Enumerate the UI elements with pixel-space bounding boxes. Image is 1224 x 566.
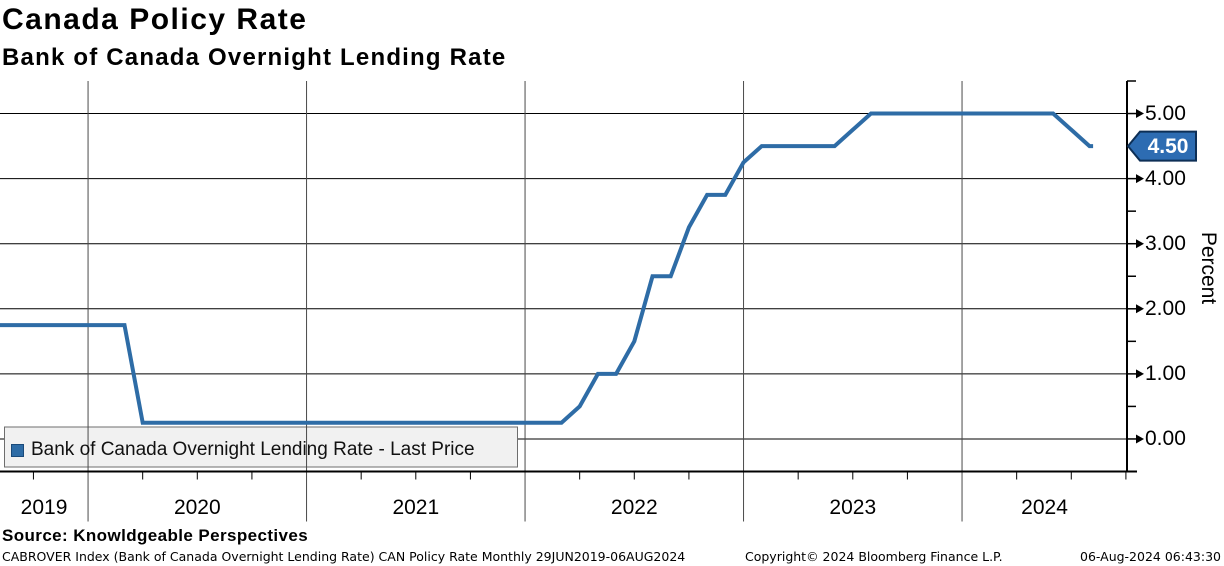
- y-tick-arrow-icon: [1136, 434, 1144, 444]
- legend-label: Bank of Canada Overnight Lending Rate - …: [31, 439, 475, 460]
- legend-box: [4, 426, 518, 468]
- x-year-label: 2022: [610, 496, 658, 519]
- y-tick-label: 4.00: [1145, 166, 1186, 190]
- x-year-label: 2024: [1021, 496, 1068, 519]
- last-price-badge-shape: [1126, 130, 1197, 162]
- y-tick-label: 1.00: [1145, 361, 1186, 385]
- y-tick-arrow-icon: [1136, 109, 1144, 119]
- y-tick-label: 2.00: [1145, 296, 1186, 320]
- x-year-label: 2021: [392, 496, 440, 519]
- policy-rate-line: [0, 111, 1094, 425]
- source-line: Source: Knowldgeable Perspectives: [2, 526, 309, 545]
- y-tick-arrow-icon: [1136, 239, 1144, 249]
- x-year-label: 2023: [829, 496, 877, 519]
- y-axis-title: Percent: [1197, 231, 1220, 305]
- footer-timestamp: 06-Aug-2024 06:43:30: [1080, 549, 1221, 564]
- y-tick-arrow-icon: [1136, 304, 1144, 314]
- y-tick-label: 0.00: [1145, 426, 1186, 450]
- legend-marker-icon: [11, 443, 24, 457]
- y-tick-arrow-icon: [1136, 174, 1144, 184]
- y-tick-arrow-icon: [1136, 369, 1144, 379]
- page-title: Canada Policy Rate: [2, 3, 308, 36]
- footer-ticker-info: CABROVER Index (Bank of Canada Overnight…: [2, 549, 686, 564]
- x-year-label: 2019: [20, 496, 68, 519]
- y-tick-label: 5.00: [1145, 101, 1186, 125]
- legend: Bank of Canada Overnight Lending Rate - …: [11, 437, 475, 463]
- footer-copyright: Copyright© 2024 Bloomberg Finance L.P.: [745, 549, 1003, 564]
- page-subtitle: Bank of Canada Overnight Lending Rate: [2, 44, 507, 71]
- last-price-badge: 4.50: [1147, 135, 1189, 158]
- y-tick-label: 3.00: [1145, 231, 1186, 255]
- x-year-label: 2020: [173, 496, 221, 519]
